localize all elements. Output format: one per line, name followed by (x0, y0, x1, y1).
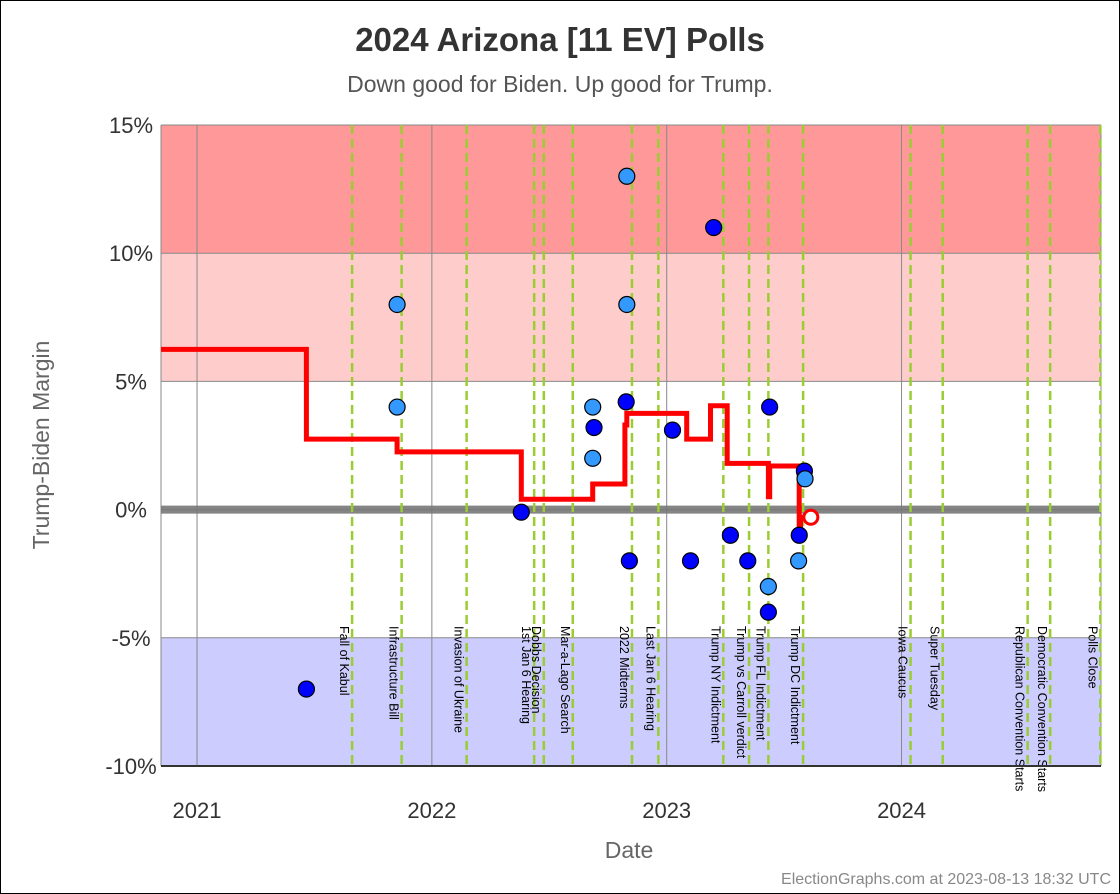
credit-text: ElectionGraphs.com at 2023-08-13 18:32 U… (781, 871, 1111, 888)
poll-point (759, 603, 777, 621)
x-tick-label: 2022 (407, 798, 456, 823)
event-label: Trump NY Indictment (708, 626, 722, 744)
event-labels: Fall of Kabul Infrastructure Bill Invasion… (337, 626, 1099, 792)
event-label: Iowa Caucus (896, 626, 910, 698)
event-lines (350, 125, 1102, 766)
current-average-point (802, 508, 820, 526)
poll-point (790, 552, 808, 570)
poll-point (761, 398, 779, 416)
poll-point (790, 526, 808, 544)
event-label: 1st Jan 6 Hearing (519, 626, 533, 724)
x-tick-label: 2024 (877, 798, 926, 823)
event-label: Polls Close (1085, 626, 1099, 689)
poll-points (297, 167, 820, 698)
x-tick-labels: 2021 2022 2023 2024 (173, 798, 926, 823)
event-label: Trump FL Indictment (753, 626, 767, 741)
y-tick-label: 10% (109, 241, 153, 266)
y-tick-labels: 15% 10% 5% 0% -5% -10% (105, 113, 156, 779)
poll-point (617, 393, 635, 411)
event-label: Trump vs Carroll verdict (734, 626, 748, 759)
poll-point (663, 421, 682, 439)
poll-point (388, 295, 406, 314)
y-tick-label: -10% (105, 754, 156, 779)
average-line-group (161, 346, 811, 533)
band-1 (161, 253, 1101, 382)
event-label: Invasion of Ukraine (452, 626, 466, 733)
event-label: Super Tuesday (928, 626, 942, 711)
y-axis-label: Trump-Biden Margin (28, 341, 54, 550)
event-label: Dobbs Decision (529, 626, 543, 714)
event-label: Infrastructure Bill (387, 626, 401, 720)
event-label: Mar-a-Lago Search (558, 626, 572, 734)
poll-point (388, 398, 406, 416)
poll-point (620, 552, 638, 570)
y-tick-label: 0% (115, 498, 147, 523)
chart-subtitle: Down good for Biden. Up good for Trump. (347, 71, 773, 97)
y-tick-label: -5% (111, 626, 150, 651)
event-label: Fall of Kabul (337, 626, 351, 695)
event-label: Democratic Convention Starts (1035, 626, 1049, 792)
event-label: Republican Convention Starts (1013, 626, 1027, 791)
y-tick-label: 5% (115, 369, 147, 394)
x-tick-label: 2021 (173, 798, 222, 823)
poll-point (584, 449, 602, 467)
event-label: 2022 Midterms (617, 626, 631, 709)
poll-point (512, 503, 530, 521)
poll-point (584, 398, 602, 416)
x-axis-label: Date (605, 837, 654, 863)
poll-point (796, 470, 814, 488)
poll-point (585, 418, 603, 437)
average-line (161, 346, 811, 533)
event-label: Trump DC Indictment (788, 626, 802, 745)
chart-title: 2024 Arizona [11 EV] Polls (355, 21, 765, 58)
x-tick-label: 2023 (642, 798, 691, 823)
event-label: Last Jan 6 Hearing (643, 626, 657, 731)
poll-point (297, 680, 316, 698)
poll-point (721, 526, 740, 544)
poll-point (739, 552, 757, 570)
y-tick-label: 15% (109, 113, 153, 138)
poll-point (618, 167, 636, 185)
poll-point (759, 577, 777, 596)
poll-point (618, 295, 636, 314)
poll-point (705, 218, 723, 237)
poll-point (681, 552, 700, 570)
